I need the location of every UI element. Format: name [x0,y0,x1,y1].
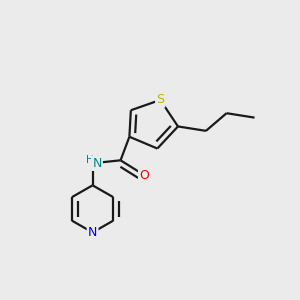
Text: O: O [139,169,149,182]
Text: N: N [88,226,97,239]
Text: N: N [92,157,102,170]
Text: H: H [86,155,94,165]
Text: S: S [156,93,164,106]
